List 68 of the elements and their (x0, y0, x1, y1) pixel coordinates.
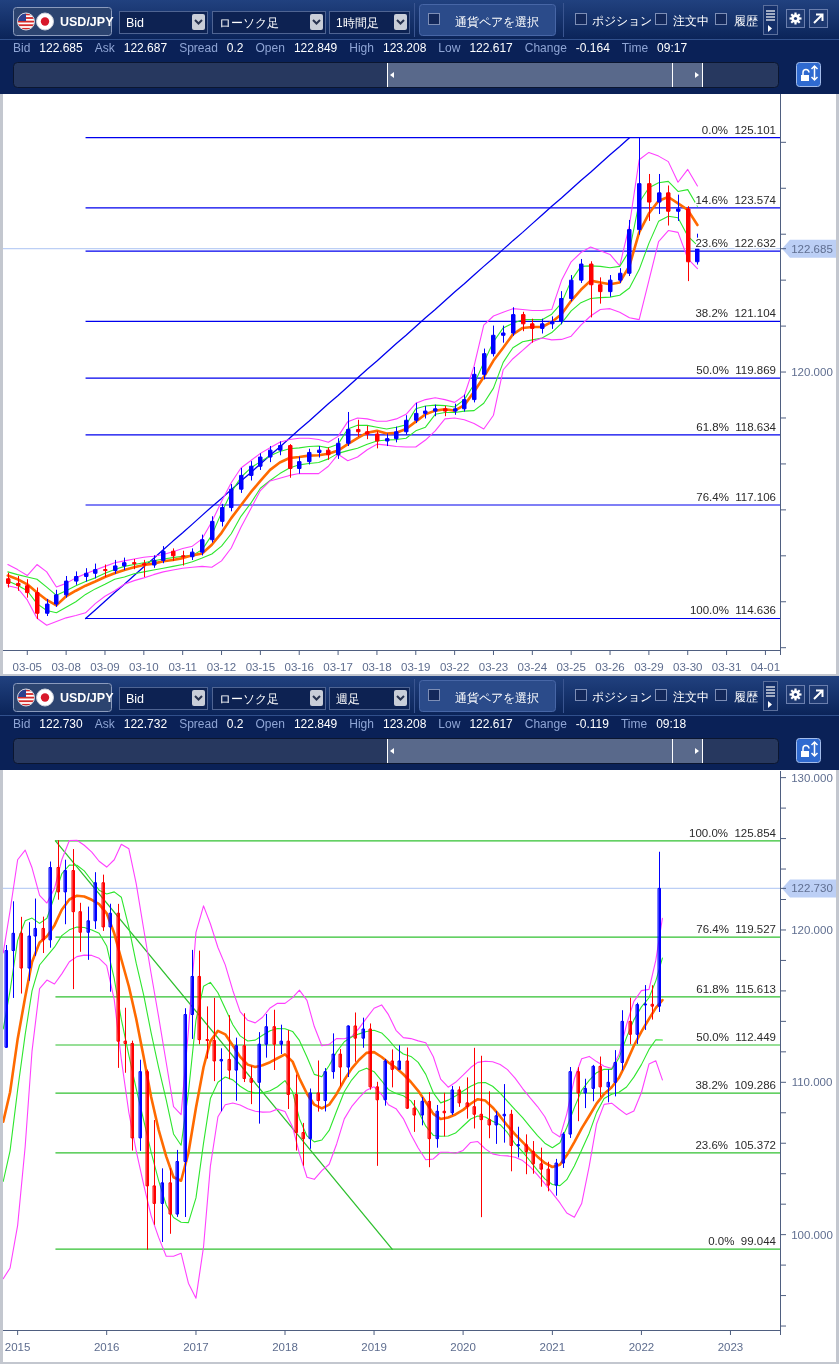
x-tick-label: 2018 (272, 1341, 298, 1353)
y-tick-label: 120.000 (791, 366, 833, 379)
x-tick-label: 04-01 (750, 661, 781, 673)
x-tick-label: 2015 (4, 1341, 31, 1353)
ref-line-label: 61.8% 118.634 (696, 420, 777, 433)
text: 履歴 (734, 15, 758, 27)
text: 通貨ペアを選択 (455, 691, 539, 705)
ref-line-label: 76.4% 117.106 (696, 491, 776, 503)
y-tick-label: 100.000 (791, 1228, 833, 1241)
ref-line-label: 100.0% 125.854 (689, 826, 777, 839)
y-tick-label: 122.730 (791, 882, 833, 895)
text: 通貨ペアを選択 (455, 15, 539, 29)
x-tick-label: 03-18 (362, 661, 392, 673)
y-tick-label: 110.000 (791, 1076, 833, 1089)
text: 1時間足 (336, 16, 379, 30)
ref-line-label: 50.0% 119.869 (696, 364, 776, 377)
text: Bid (126, 16, 145, 30)
ref-line-label: 61.8% 115.613 (696, 982, 776, 995)
y-tick-label: 122.685 (791, 242, 833, 255)
x-tick-label: 03-08 (51, 661, 81, 673)
x-tick-label: 2023 (717, 1341, 744, 1353)
x-tick-label: 03-10 (129, 661, 159, 673)
ref-line-label: 76.4% 119.527 (696, 923, 776, 936)
x-tick-label: 2020 (450, 1341, 476, 1353)
x-tick-label: 2016 (93, 1341, 120, 1353)
text: ローソク足 (219, 16, 279, 30)
x-tick-label: 03-23 (478, 661, 509, 673)
x-tick-label: 03-15 (245, 661, 276, 673)
x-tick-label: 03-22 (439, 661, 470, 673)
x-tick-label: 03-05 (12, 661, 42, 673)
x-tick-label: 03-29 (634, 661, 664, 673)
y-tick-label: 120.000 (791, 923, 833, 936)
x-tick-label: 03-17 (323, 661, 353, 673)
x-tick-label: 2017 (183, 1341, 209, 1353)
chart-title: USD/JPY (60, 15, 115, 29)
ref-line-label: 14.6% 123.574 (695, 193, 777, 206)
ref-line-label: 38.2% 121.104 (695, 307, 777, 320)
x-tick-label: 03-25 (556, 661, 586, 673)
ref-line-label: 0.0% 125.101 (701, 123, 776, 136)
ref-line-label: 100.0% 114.636 (689, 604, 776, 617)
x-tick-label: 03-16 (284, 661, 314, 673)
x-tick-label: 03-19 (401, 661, 431, 673)
x-tick-label: 03-09 (90, 661, 120, 673)
text: ローソク足 (219, 692, 279, 706)
ref-line-label: 0.0% 99.044 (708, 1235, 777, 1248)
text: Bid 122.730 Ask 122.732 Spread 0.2 Open 122.849 High 123.208 Low 122.617 Change -0.119 Time 09:18 (13, 717, 687, 731)
x-tick-label: 03-11 (168, 661, 197, 673)
ref-line-label: 38.2% 109.286 (695, 1079, 776, 1092)
text: 履歴 (734, 691, 758, 703)
x-tick-label: 03-30 (673, 661, 703, 673)
chart-title: USD/JPY (60, 691, 115, 705)
text: Bid (126, 692, 145, 706)
text: ポジション (592, 15, 652, 27)
y-tick-label: 130.000 (791, 771, 833, 784)
ref-line-label: 23.6% 105.372 (695, 1138, 776, 1151)
x-tick-label: 2021 (539, 1341, 566, 1353)
text: 週足 (336, 692, 360, 706)
x-tick-label: 03-26 (595, 661, 625, 673)
x-tick-label: 03-24 (517, 661, 548, 673)
text: Bid 122.685 Ask 122.687 Spread 0.2 Open 122.849 High 123.208 Low 122.617 Change -0.164 Time 09:17 (13, 41, 688, 55)
text: 注文中 (673, 690, 709, 703)
x-tick-label: 03-31 (711, 661, 742, 673)
x-tick-label: 03-12 (206, 661, 237, 673)
x-tick-label: 2019 (361, 1341, 387, 1353)
text: 注文中 (673, 14, 709, 27)
ref-line-label: 50.0% 112.449 (696, 1031, 776, 1043)
text: ポジション (592, 691, 652, 703)
x-tick-label: 2022 (628, 1341, 655, 1353)
